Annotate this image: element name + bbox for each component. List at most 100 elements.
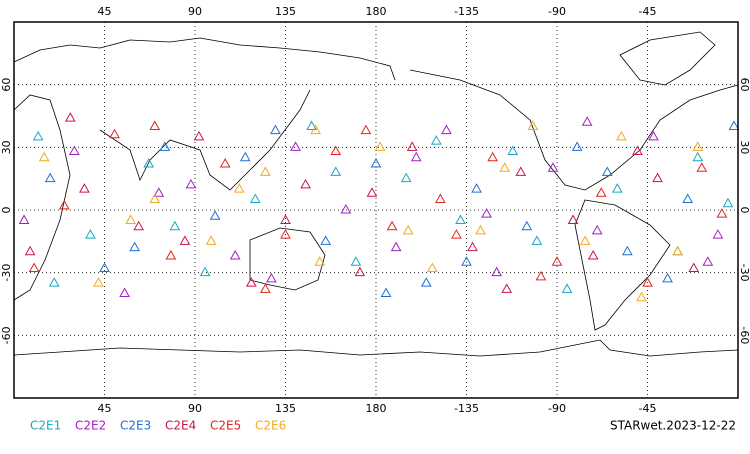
observation	[662, 272, 673, 283]
legend-entry: C2E5	[210, 419, 241, 433]
observation	[400, 172, 412, 183]
observation	[229, 249, 241, 260]
coastline	[13, 37, 396, 81]
observation	[350, 256, 362, 266]
observation	[722, 197, 734, 208]
observation	[402, 224, 414, 235]
observation	[611, 183, 623, 193]
observation	[501, 283, 513, 293]
observation	[205, 235, 217, 245]
y-tick-label: -30	[0, 264, 13, 282]
y-tick-label: 30	[738, 140, 750, 154]
observation	[648, 130, 659, 141]
observation	[306, 120, 317, 130]
observation	[79, 183, 90, 193]
observation	[68, 145, 80, 156]
observation	[143, 158, 155, 168]
observation	[455, 214, 466, 224]
observation	[374, 141, 386, 151]
y-tick-label: -60	[0, 326, 13, 344]
observation	[487, 151, 498, 162]
observation	[366, 187, 378, 197]
observation	[551, 256, 563, 266]
observation	[370, 158, 382, 168]
map-frame	[13, 21, 739, 399]
observation	[441, 124, 452, 135]
observation	[185, 178, 197, 189]
observation	[420, 277, 432, 287]
observation	[380, 287, 392, 298]
observation	[702, 256, 714, 266]
observation	[48, 277, 60, 287]
observation	[153, 187, 165, 197]
x-tick-label: -45	[639, 5, 657, 18]
observation	[320, 235, 332, 245]
observation	[547, 162, 559, 172]
observation	[451, 229, 462, 239]
observation	[622, 245, 633, 256]
observation	[430, 135, 442, 145]
observation	[18, 214, 30, 224]
coastline	[409, 69, 739, 191]
x-tick-label: 90	[188, 5, 202, 18]
observation	[499, 162, 511, 172]
y-tick-label: 60	[0, 78, 13, 92]
observation	[239, 151, 251, 162]
y-tick-label: 30	[0, 140, 13, 154]
x-tick-label: 135	[275, 402, 296, 415]
observation	[696, 162, 708, 172]
observation	[410, 151, 422, 162]
observation	[169, 220, 181, 231]
observation	[179, 235, 191, 245]
observation	[535, 270, 547, 281]
observation	[266, 272, 277, 283]
observation	[159, 141, 171, 151]
observation	[728, 120, 740, 130]
observation	[249, 193, 261, 204]
observation	[260, 166, 271, 176]
observation	[330, 145, 342, 156]
observation	[507, 145, 519, 156]
coastlines	[13, 31, 739, 357]
x-tick-label: -90	[548, 5, 566, 18]
coastline	[99, 89, 311, 191]
observation	[280, 229, 291, 239]
observation	[591, 224, 603, 235]
x-tick-label: 180	[366, 5, 387, 18]
observation	[280, 214, 291, 224]
legend-entry: C2E1	[30, 419, 61, 433]
y-tick-label: 60	[738, 78, 750, 92]
observation	[688, 262, 700, 272]
observation	[579, 235, 591, 245]
observation	[270, 124, 281, 135]
observation	[149, 120, 161, 130]
observation	[310, 124, 322, 135]
observation	[330, 166, 342, 176]
y-tick-label: -30	[738, 264, 750, 282]
observation	[581, 116, 593, 126]
y-tick-label: 0	[0, 207, 13, 214]
observation	[133, 220, 145, 231]
observation	[461, 256, 472, 266]
observation	[712, 229, 724, 239]
x-tick-label: -135	[454, 5, 479, 18]
legend-entry: C2E3	[120, 419, 151, 433]
observation	[219, 158, 231, 168]
observation	[119, 287, 130, 298]
observation	[601, 166, 613, 176]
observation	[692, 151, 704, 162]
coastline	[619, 31, 716, 86]
observation	[632, 145, 643, 156]
x-tick-label: -90	[548, 402, 566, 415]
observation	[672, 245, 684, 256]
observation	[636, 291, 647, 302]
observation	[354, 266, 366, 277]
observation	[85, 229, 96, 239]
observation	[521, 220, 533, 231]
coastline	[249, 227, 326, 291]
observation	[24, 245, 36, 256]
x-tick-label: -135	[454, 402, 479, 415]
x-tick-label: 45	[98, 5, 112, 18]
